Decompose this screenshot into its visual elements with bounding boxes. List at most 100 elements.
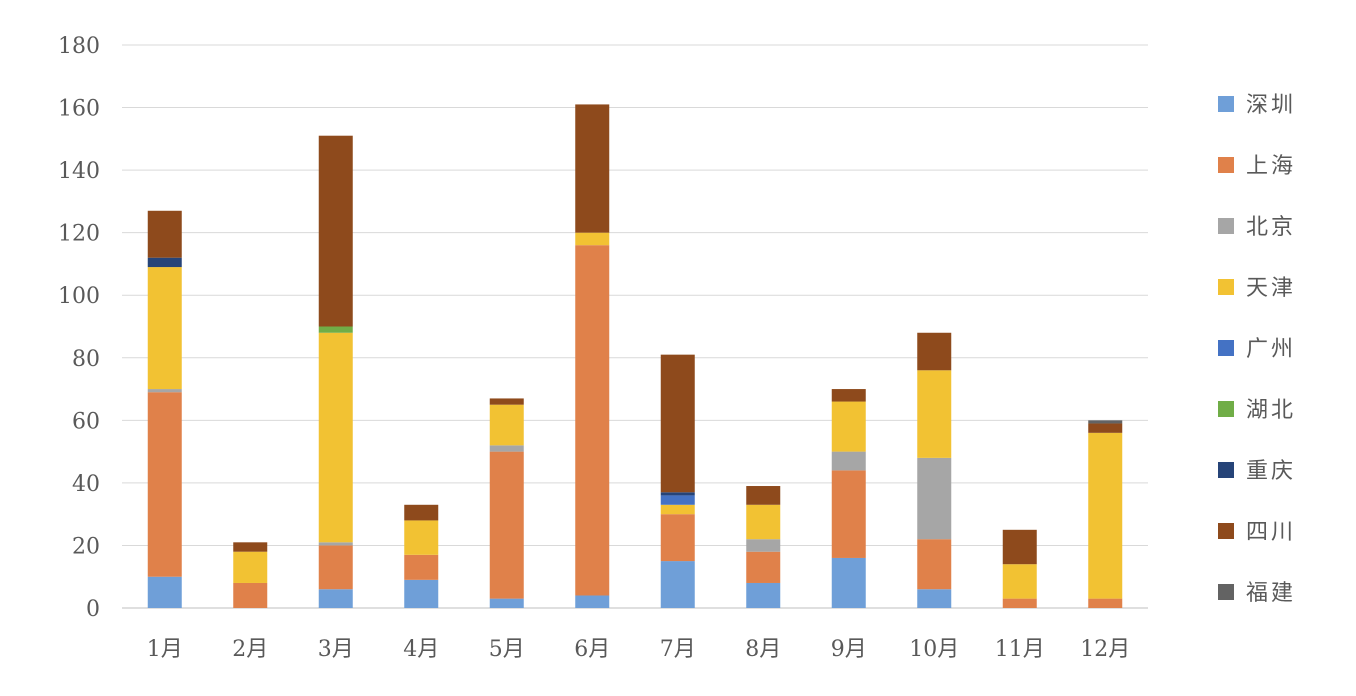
y-tick-label: 100 [58, 284, 100, 309]
legend-label: 广州 [1246, 337, 1296, 362]
legend-label: 天津 [1246, 276, 1296, 301]
bar-segment [746, 504, 781, 540]
bar-segment [831, 389, 866, 402]
x-tick-label: 7月 [660, 637, 696, 662]
bar-segment [489, 398, 524, 405]
bar-segment [660, 495, 695, 505]
bar-segment [1088, 432, 1123, 599]
legend-item: 四川 [1218, 520, 1296, 545]
y-tick-label: 0 [86, 597, 100, 622]
bar-segment [489, 445, 524, 452]
bar-segment [660, 492, 695, 496]
legend-swatch [1218, 584, 1234, 600]
legend-item: 广州 [1218, 337, 1296, 362]
bar-segment [233, 551, 268, 583]
bar-segment [318, 326, 353, 333]
legend-label: 重庆 [1246, 459, 1296, 484]
bar-segment [404, 554, 439, 580]
legend-swatch [1218, 523, 1234, 539]
bar-segment [831, 401, 866, 452]
bar-segment [404, 520, 439, 555]
legend-label: 湖北 [1246, 398, 1296, 423]
bar-segment [1088, 420, 1123, 424]
x-tick-label: 8月 [745, 637, 781, 662]
bar-segment [404, 504, 439, 521]
bar-segment [147, 392, 182, 577]
bar-segment [660, 561, 695, 608]
y-tick-label: 120 [58, 222, 100, 247]
gridlines [122, 44, 1148, 609]
y-tick-label: 140 [58, 159, 100, 184]
bar-segment [489, 598, 524, 608]
legend-label: 深圳 [1246, 93, 1296, 118]
bar-segment [318, 589, 353, 608]
y-tick-label: 20 [72, 534, 100, 559]
legend-item: 深圳 [1218, 93, 1296, 118]
legend-item: 福建 [1218, 581, 1296, 606]
bar-segment [318, 332, 353, 543]
bar-segment [489, 451, 524, 599]
legend-item: 重庆 [1218, 459, 1296, 484]
bar-segment [746, 539, 781, 552]
x-tick-label: 12月 [1080, 637, 1130, 662]
x-tick-label: 2月 [232, 637, 268, 662]
legend-swatch [1218, 96, 1234, 112]
legend-swatch [1218, 462, 1234, 478]
bar-segment [660, 514, 695, 562]
legend-item: 天津 [1218, 276, 1296, 301]
y-tick-label: 60 [72, 409, 100, 434]
legend-swatch [1218, 401, 1234, 417]
bar-segment [147, 389, 182, 393]
bar-segment [917, 457, 952, 540]
bar-segment [917, 589, 952, 608]
x-tick-label: 5月 [489, 637, 525, 662]
bar-segment [917, 332, 952, 371]
x-tick-label: 1月 [147, 637, 183, 662]
legend-label: 上海 [1246, 154, 1296, 179]
bar-segment [147, 210, 182, 258]
y-tick-label: 160 [58, 97, 100, 122]
y-tick-label: 180 [58, 34, 100, 59]
x-axis: 1月 2月 3月 4月 5月 6月 7月 8月 9月 10月 11月 12月 [147, 637, 1131, 662]
legend-item: 北京 [1218, 215, 1296, 240]
legend-swatch [1218, 218, 1234, 234]
legend-swatch [1218, 157, 1234, 173]
bar-segment [831, 557, 866, 608]
legend-item: 上海 [1218, 154, 1296, 179]
x-tick-label: 4月 [403, 637, 439, 662]
bar-segment [660, 504, 695, 515]
bar-segment [746, 582, 781, 608]
bar-segment [917, 539, 952, 590]
bar-segment [233, 582, 268, 608]
bar-segment [746, 486, 781, 505]
bar-segment [575, 104, 610, 233]
x-tick-label: 9月 [831, 637, 867, 662]
bar-segment [1088, 423, 1123, 433]
bar-segment [917, 370, 952, 458]
legend-swatch [1218, 279, 1234, 295]
y-axis: 0 20 40 60 80 100 120 140 160 180 [58, 34, 100, 622]
bar-segment [831, 451, 866, 471]
bar-segment [1002, 598, 1037, 608]
legend-label: 福建 [1246, 581, 1296, 606]
x-tick-label: 3月 [318, 637, 354, 662]
y-tick-label: 40 [72, 472, 100, 497]
bar-segment [147, 257, 182, 268]
bars [147, 104, 1123, 608]
legend-swatch [1218, 340, 1234, 356]
x-tick-label: 6月 [574, 637, 610, 662]
legend-label: 四川 [1246, 520, 1296, 545]
bar-segment [318, 135, 353, 327]
bar-segment [1002, 529, 1037, 565]
bar-segment [318, 542, 353, 546]
bar-segment [660, 354, 695, 493]
bar-segment [575, 595, 610, 608]
legend-label: 北京 [1246, 215, 1296, 240]
bar-segment [1088, 598, 1123, 608]
bar-segment [831, 470, 866, 558]
bar-segment [147, 267, 182, 390]
bar-segment [489, 404, 524, 446]
x-tick-label: 11月 [995, 637, 1045, 662]
